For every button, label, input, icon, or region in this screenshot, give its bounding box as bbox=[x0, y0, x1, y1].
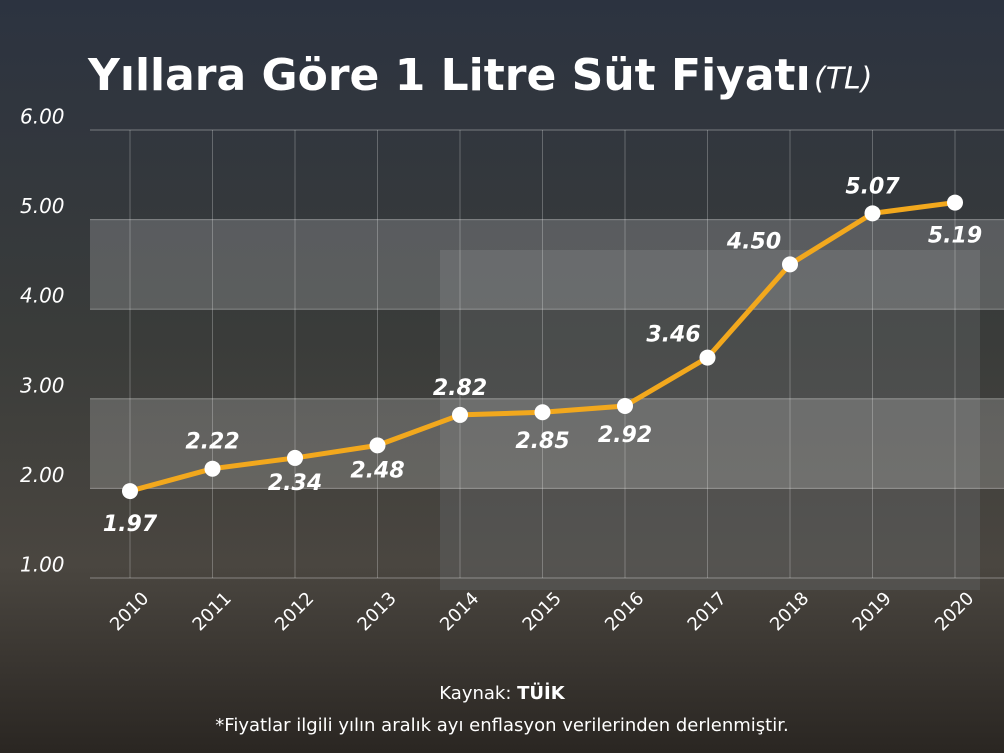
point bbox=[782, 256, 798, 272]
source-label: Kaynak: bbox=[439, 683, 511, 704]
point bbox=[122, 483, 138, 499]
value-label: 1.97 bbox=[103, 512, 158, 537]
grid-band bbox=[90, 220, 1004, 310]
point bbox=[535, 404, 551, 420]
value-label: 5.19 bbox=[928, 224, 982, 249]
y-tick-label: 5.00 bbox=[20, 194, 65, 218]
value-label: 2.22 bbox=[185, 430, 239, 455]
point bbox=[452, 407, 468, 423]
value-label: 2.48 bbox=[350, 458, 404, 483]
chart: Yıllara Göre 1 Litre Süt Fiyatı (TL) Kay… bbox=[0, 0, 1004, 753]
value-label: 2.92 bbox=[598, 423, 652, 448]
y-tick-label: 1.00 bbox=[20, 553, 65, 577]
note: *Fiyatlar ilgili yılın aralık ayı enflas… bbox=[215, 715, 788, 736]
value-label: 2.82 bbox=[433, 376, 487, 401]
point bbox=[205, 461, 221, 477]
point bbox=[947, 195, 963, 211]
y-tick-label: 6.00 bbox=[20, 105, 65, 129]
value-label: 4.50 bbox=[726, 229, 781, 254]
point bbox=[700, 350, 716, 366]
chart-subtitle: (TL) bbox=[814, 62, 872, 97]
value-label: 3.46 bbox=[646, 323, 700, 348]
value-label: 2.85 bbox=[515, 429, 569, 454]
value-label: 5.07 bbox=[845, 174, 900, 199]
point bbox=[287, 450, 303, 466]
point bbox=[865, 205, 881, 221]
point bbox=[617, 398, 633, 414]
y-tick-label: 2.00 bbox=[20, 463, 65, 487]
point bbox=[370, 437, 386, 453]
source-name: TÜİK bbox=[517, 682, 566, 704]
y-tick-label: 4.00 bbox=[20, 284, 65, 308]
y-tick-label: 3.00 bbox=[20, 373, 65, 397]
source: Kaynak: TÜİK bbox=[439, 682, 565, 704]
chart-title: Yıllara Göre 1 Litre Süt Fiyatı bbox=[87, 50, 811, 101]
value-label: 2.34 bbox=[268, 471, 322, 496]
